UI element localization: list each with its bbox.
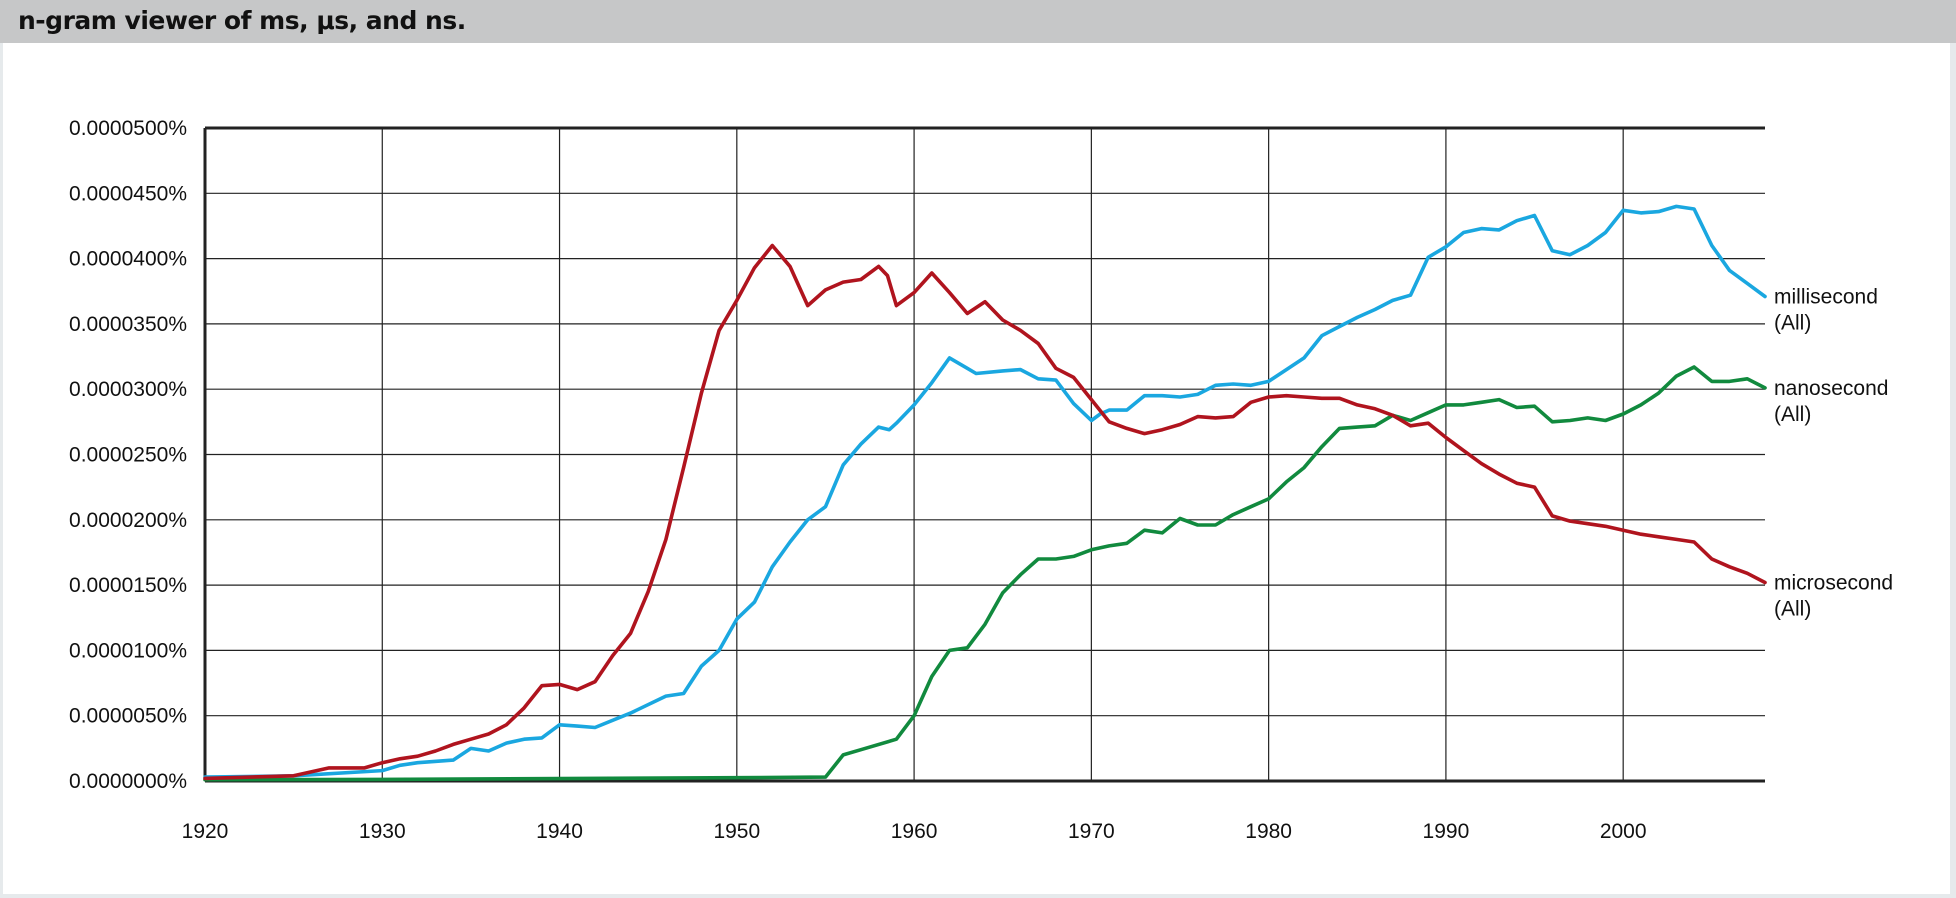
right-border (1950, 43, 1956, 898)
y-tick-label: 0.0000300% (69, 378, 187, 401)
y-tick-label: 0.0000400% (69, 248, 187, 271)
x-tick-label: 1920 (182, 820, 229, 843)
series-label-all-nanosecond: (All) (1774, 403, 1811, 426)
series-line-microsecond (203, 243, 1767, 781)
series-label-nanosecond: nanosecond (1774, 377, 1888, 400)
series-label-microsecond: microsecond (1774, 571, 1893, 594)
x-tick-label: 1950 (713, 820, 760, 843)
y-tick-label: 0.0000500% (69, 117, 187, 140)
series-line-nanosecond (203, 365, 1767, 782)
bottom-border (0, 894, 1956, 898)
series-label-all-millisecond: (All) (1774, 311, 1811, 334)
x-tick-label: 1930 (359, 820, 406, 843)
y-tick-label: 0.0000150% (69, 574, 187, 597)
x-tick-label: 1980 (1245, 820, 1292, 843)
x-tick-label: 1940 (536, 820, 583, 843)
x-tick-label: 1970 (1068, 820, 1115, 843)
y-tick-label: 0.0000350% (69, 313, 187, 336)
x-tick-label: 2000 (1600, 820, 1647, 843)
series-line-millisecond (203, 204, 1767, 779)
y-tick-label: 0.0000250% (69, 444, 187, 467)
label-layer: millisecond (All) nanosecond (All) microseco… (1774, 285, 1893, 620)
x-tick-label: 1960 (891, 820, 938, 843)
title-bar: n-gram viewer of ms, μs, and ns. (0, 0, 1956, 43)
series-layer (203, 204, 1767, 782)
chart-title: n-gram viewer of ms, μs, and ns. (18, 6, 466, 35)
y-tick-label: 0.0000450% (69, 182, 187, 205)
y-tick-label: 0.0000200% (69, 509, 187, 532)
grid-layer (203, 126, 1765, 783)
axis-layer: 0.0000000% 0.0000050% 0.0000100% 0.0000150%… (69, 117, 1646, 843)
left-border (0, 43, 3, 898)
y-tick-label: 0.0000000% (69, 770, 187, 793)
x-tick-label: 1990 (1423, 820, 1470, 843)
series-label-millisecond: millisecond (1774, 285, 1878, 308)
y-tick-label: 0.0000050% (69, 705, 187, 728)
y-tick-label: 0.0000100% (69, 639, 187, 662)
series-label-all-microsecond: (All) (1774, 597, 1811, 620)
